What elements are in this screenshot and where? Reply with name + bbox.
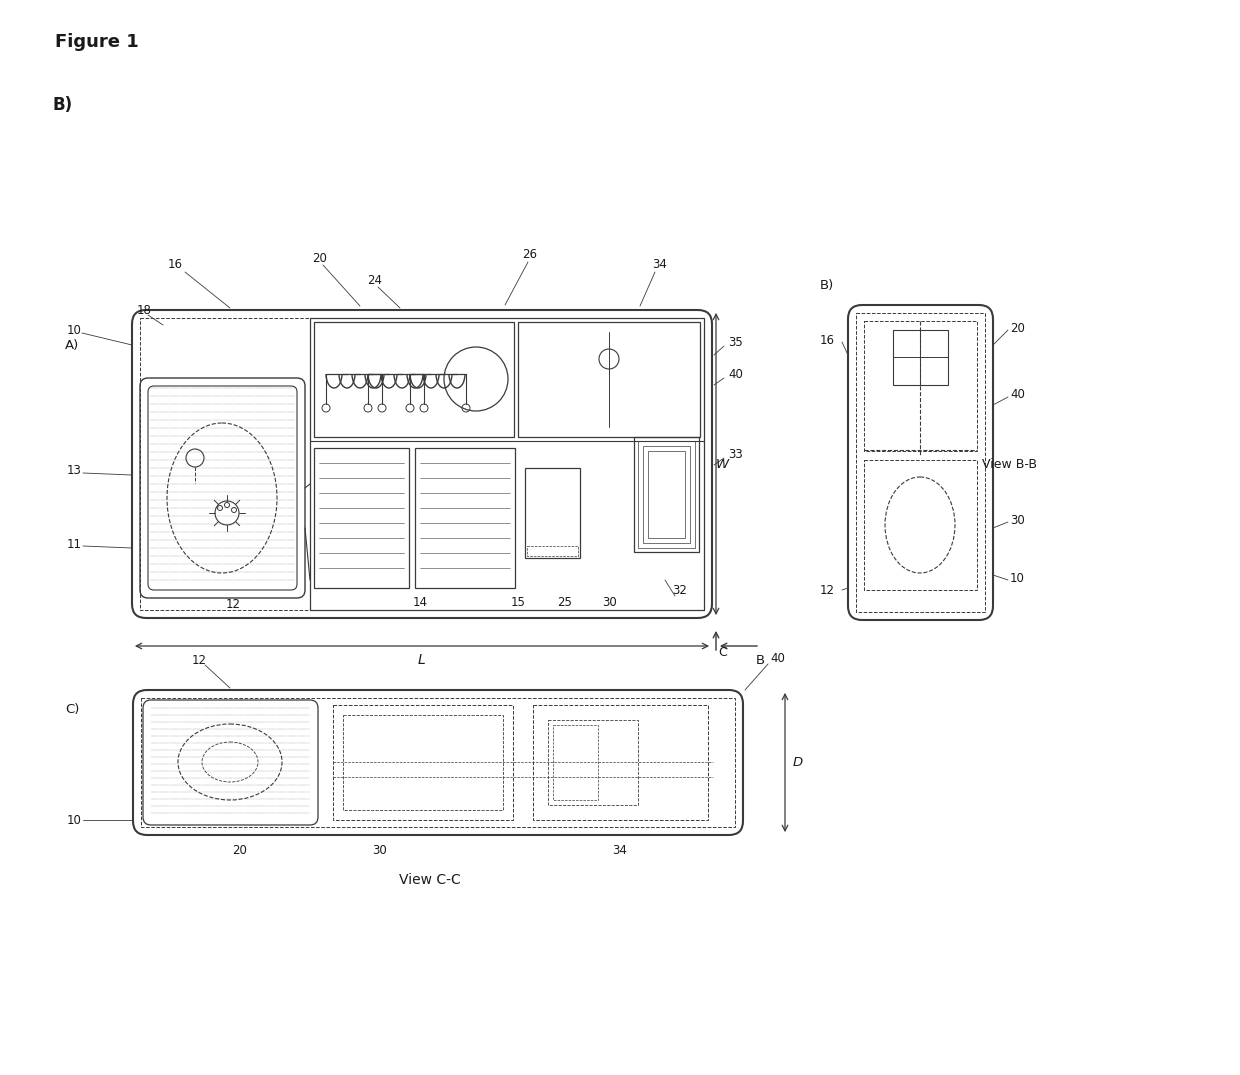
Text: B: B <box>755 654 765 666</box>
Text: Figure 1: Figure 1 <box>55 33 139 51</box>
Text: 40: 40 <box>770 651 785 664</box>
Bar <box>314 322 515 438</box>
Text: 30: 30 <box>1011 514 1024 527</box>
Bar <box>634 438 699 551</box>
Text: 15: 15 <box>511 597 526 610</box>
Text: A): A) <box>64 339 79 352</box>
Text: 20: 20 <box>312 252 327 264</box>
Text: C: C <box>719 646 728 659</box>
Text: 30: 30 <box>373 844 387 857</box>
Text: 20: 20 <box>233 844 248 857</box>
Text: 25: 25 <box>558 597 573 610</box>
Bar <box>864 321 977 452</box>
Bar <box>644 446 689 543</box>
Bar <box>856 313 985 612</box>
Text: 26: 26 <box>522 248 537 261</box>
Text: 20: 20 <box>1011 321 1025 334</box>
Bar <box>553 725 598 800</box>
Text: 10: 10 <box>1011 572 1025 585</box>
Text: W: W <box>715 458 729 471</box>
Text: 16: 16 <box>820 333 835 346</box>
Text: 18: 18 <box>136 303 151 316</box>
Text: 13: 13 <box>67 463 82 476</box>
Bar <box>334 705 513 820</box>
Bar <box>864 460 977 590</box>
Text: 16: 16 <box>167 258 182 272</box>
Bar <box>314 448 409 588</box>
Bar <box>415 448 515 588</box>
Bar <box>140 318 704 610</box>
Bar <box>548 720 639 805</box>
Text: View C-C: View C-C <box>399 873 461 887</box>
Bar <box>639 441 694 548</box>
Text: 10: 10 <box>67 324 82 336</box>
Text: 24: 24 <box>367 273 382 287</box>
Text: 35: 35 <box>728 336 743 349</box>
Bar <box>527 546 578 556</box>
Text: View B-B: View B-B <box>982 459 1038 472</box>
Bar <box>518 322 701 438</box>
Bar <box>893 330 949 385</box>
Text: B): B) <box>52 96 72 114</box>
Bar <box>141 698 735 827</box>
Text: 11: 11 <box>67 539 82 551</box>
Text: 10: 10 <box>67 814 82 827</box>
Text: 12: 12 <box>820 584 835 597</box>
Text: 33: 33 <box>728 448 743 461</box>
Text: B): B) <box>820 278 835 291</box>
Bar <box>649 452 684 538</box>
Text: 12: 12 <box>226 599 241 612</box>
Text: 40: 40 <box>1011 388 1025 401</box>
Bar <box>533 705 708 820</box>
Text: 12: 12 <box>192 654 207 666</box>
Text: 30: 30 <box>603 597 618 610</box>
Bar <box>310 318 704 610</box>
Text: 34: 34 <box>652 258 667 272</box>
Bar <box>343 715 503 809</box>
Text: C): C) <box>64 703 79 717</box>
Text: D: D <box>792 756 804 769</box>
Bar <box>525 468 580 558</box>
Text: 34: 34 <box>613 844 627 857</box>
Text: 40: 40 <box>728 369 743 382</box>
Text: 32: 32 <box>672 584 687 597</box>
Text: 14: 14 <box>413 597 428 610</box>
Text: L: L <box>418 653 425 666</box>
